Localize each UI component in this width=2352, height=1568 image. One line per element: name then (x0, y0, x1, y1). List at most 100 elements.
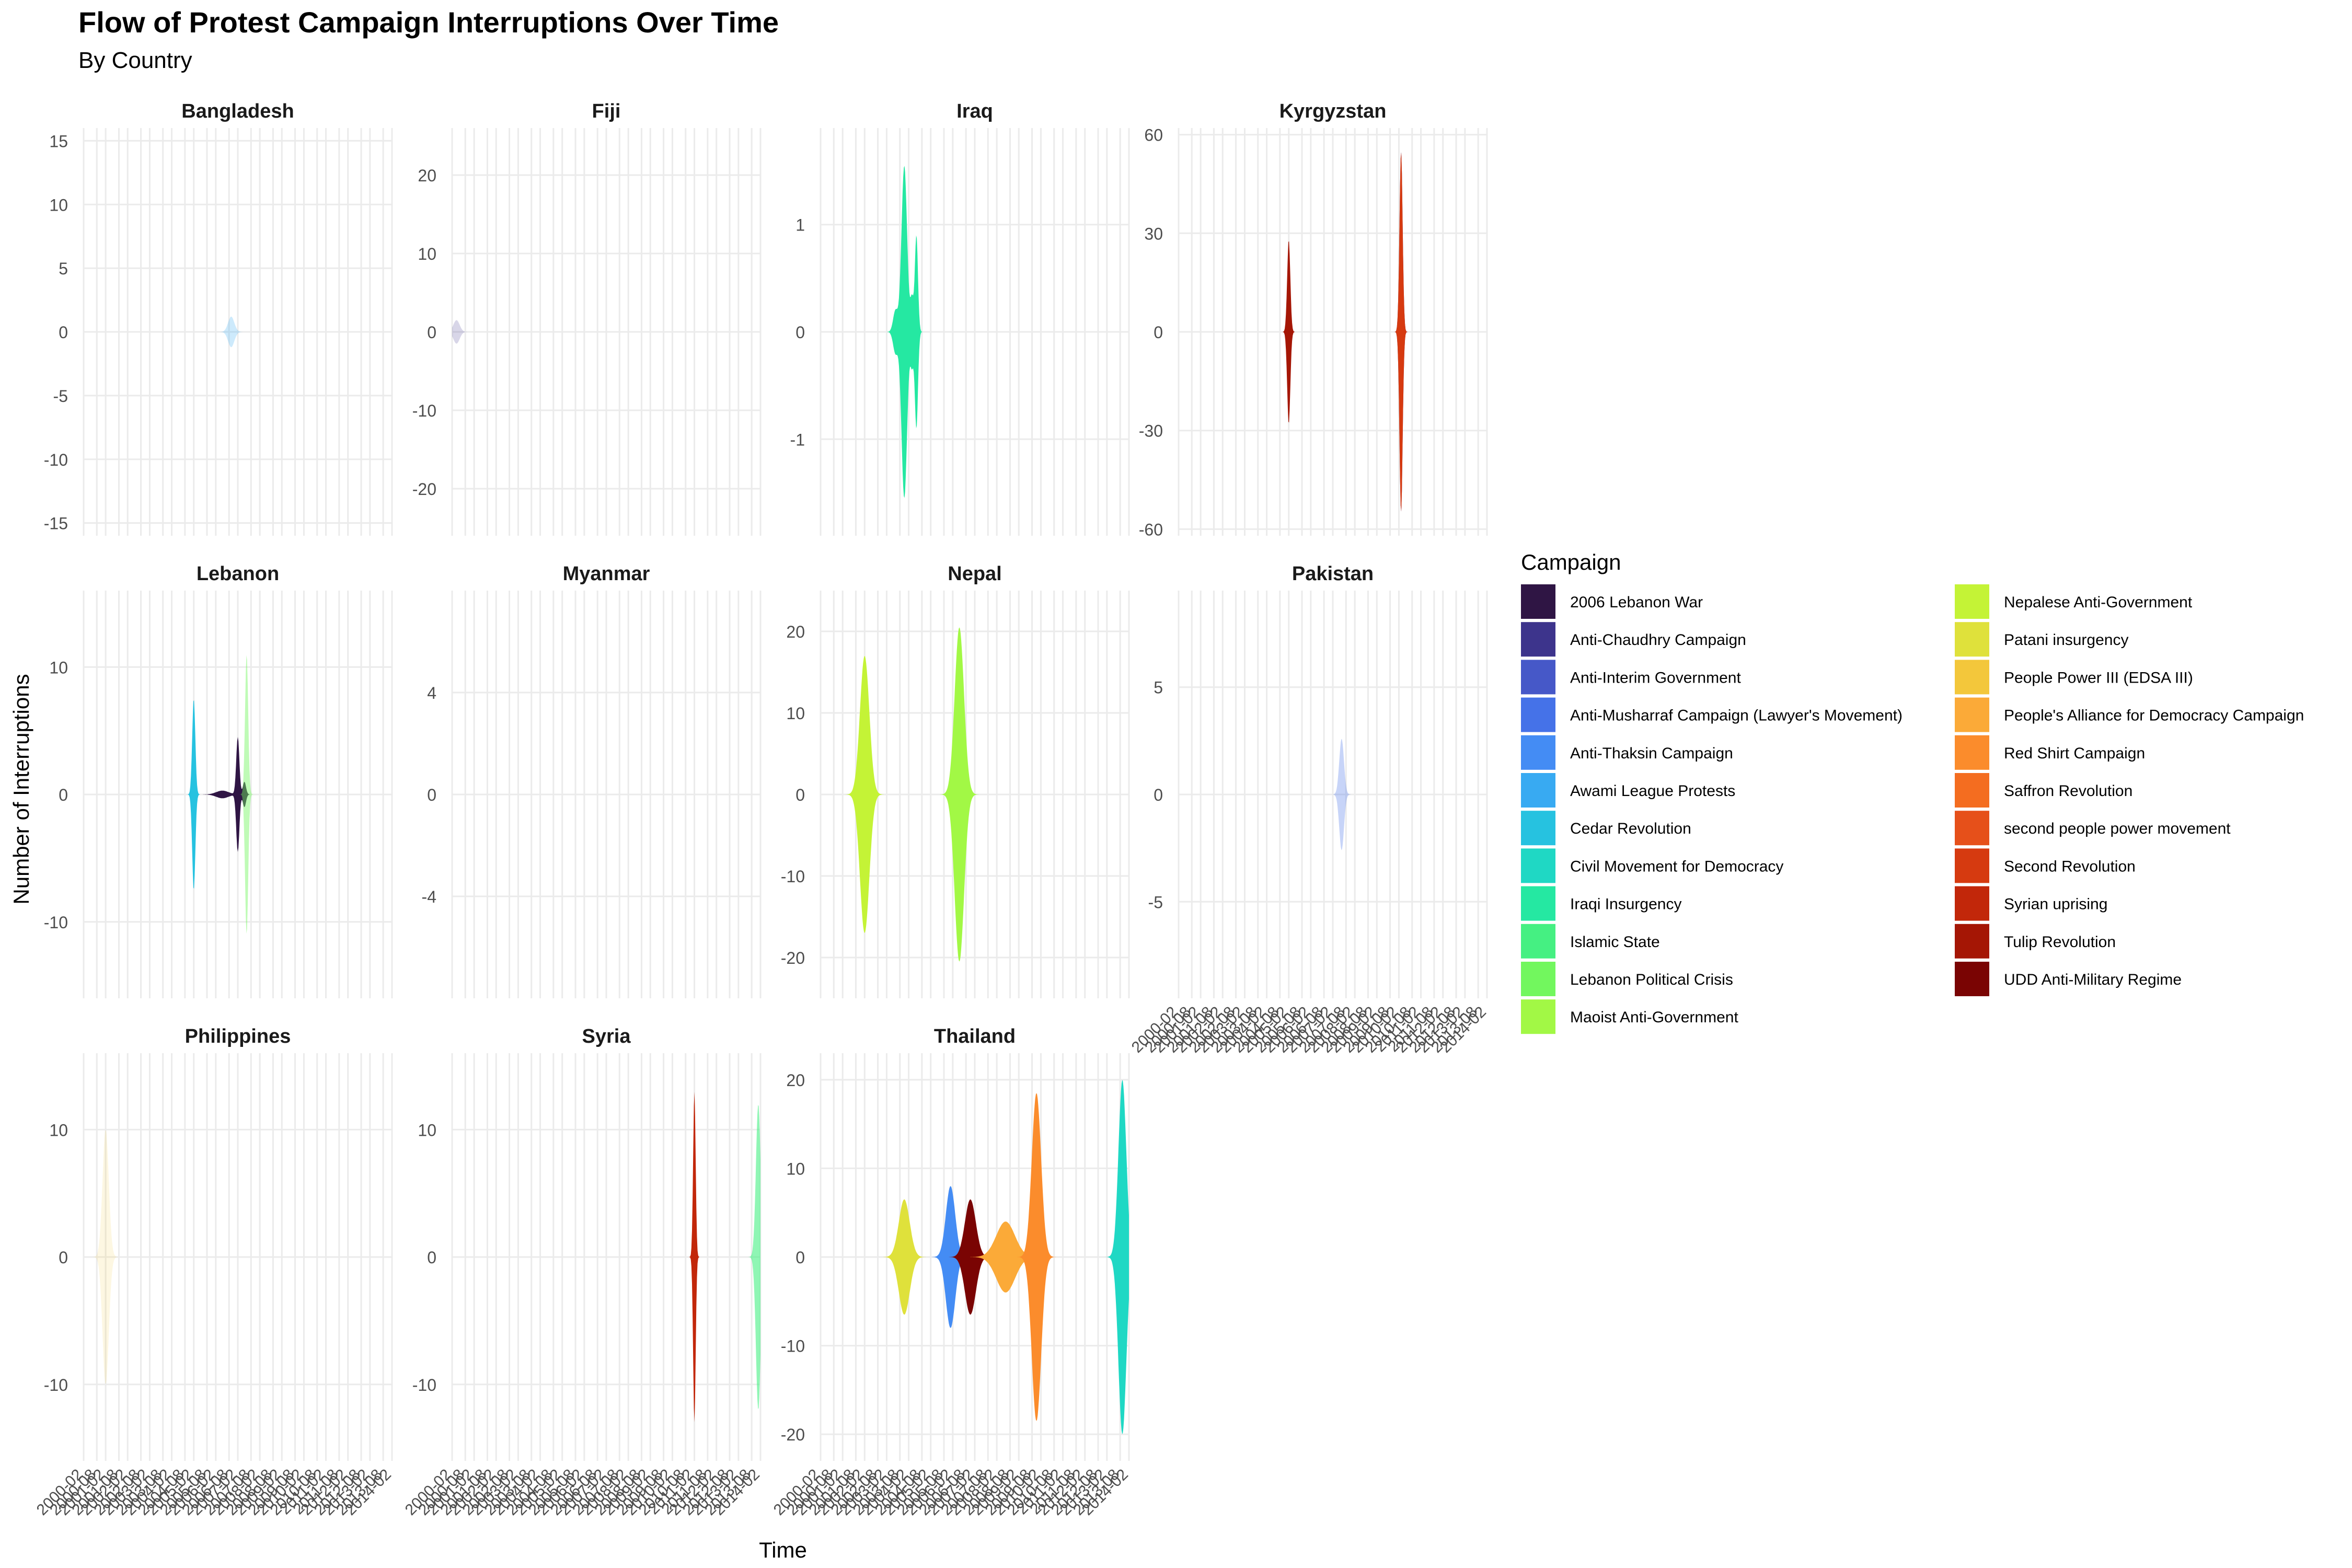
y-tick-label: 0 (59, 786, 68, 804)
y-tick-label: 10 (49, 195, 68, 214)
legend-label: Anti-Chaudhry Campaign (1570, 631, 1746, 649)
y-tick-label: -10 (44, 1376, 68, 1394)
legend-label: Saffron Revolution (2004, 782, 2132, 800)
legend-item-nepalese-anti-government: Nepalese Anti-Government (1955, 584, 2193, 619)
legend-key (1955, 660, 1989, 695)
y-tick-label: 0 (795, 1248, 805, 1267)
legend-item-anti-thaksin-campaign: Anti-Thaksin Campaign (1521, 735, 1733, 770)
panel-title: Kyrgyzstan (1279, 100, 1387, 122)
y-tick-label: -10 (781, 867, 805, 886)
legend-label: Anti-Thaksin Campaign (1570, 745, 1733, 762)
legend-item-awami-league-protests: Awami League Protests (1521, 773, 1735, 808)
legend-label: People Power III (EDSA III) (2004, 669, 2193, 686)
legend-item-anti-interim-government: Anti-Interim Government (1521, 660, 1741, 695)
y-tick-label: 0 (427, 1248, 436, 1267)
y-tick-label: 5 (59, 259, 68, 278)
y-axis-title: Number of Interruptions (9, 674, 33, 904)
legend-key (1955, 735, 1989, 770)
legend-label: UDD Anti-Military Regime (2004, 971, 2182, 988)
legend-item-iraqi-insurgency: Iraqi Insurgency (1521, 886, 1681, 921)
stream-2006-lebanon-war (84, 737, 392, 852)
y-tick-label: 1 (795, 216, 805, 235)
legend-key (1521, 886, 1555, 921)
legend-label: Syrian uprising (2004, 896, 2107, 913)
legend-item-udd-anti-military-regime: UDD Anti-Military Regime (1955, 962, 2182, 996)
y-tick-label: -1 (790, 430, 805, 449)
legend-key (1955, 848, 1989, 883)
legend-item-anti-musharraf-campaign-lawyer-s-movement: Anti-Musharraf Campaign (Lawyer's Moveme… (1521, 697, 1903, 732)
legend-label: second people power movement (2004, 820, 2231, 837)
y-tick-label: 20 (418, 166, 436, 185)
y-tick-label: -5 (53, 387, 68, 406)
legend-label: Nepalese Anti-Government (2004, 594, 2193, 611)
y-tick-label: 5 (1154, 678, 1163, 697)
y-tick-label: 20 (786, 1071, 805, 1090)
y-tick-label: -10 (412, 1376, 436, 1394)
panel-title: Bangladesh (181, 100, 294, 122)
y-tick-label: 0 (427, 323, 436, 342)
legend-label: Second Revolution (2004, 858, 2136, 875)
y-tick-label: 0 (1154, 786, 1163, 804)
legend-label: Civil Movement for Democracy (1570, 858, 1783, 875)
panel-fiji: Fiji -20 -10 0 10 20 (412, 100, 762, 536)
legend-item-tulip-revolution: Tulip Revolution (1955, 924, 2116, 959)
panel-iraq: Iraq -1 0 1 (790, 100, 1130, 536)
legend-item-2006-lebanon-war: 2006 Lebanon War (1521, 584, 1703, 619)
y-tick-label: -15 (44, 514, 68, 533)
legend-item-cedar-revolution: Cedar Revolution (1521, 811, 1691, 846)
legend-item-syrian-uprising: Syrian uprising (1955, 886, 2107, 921)
panel-pakistan: Pakistan-5052000-022000-082001-022001-08… (1128, 563, 1490, 1056)
legend-key (1955, 811, 1989, 846)
y-tick-label: -20 (781, 949, 805, 967)
y-tick-label: -20 (412, 480, 436, 499)
panel-title: Fiji (592, 100, 621, 122)
panel-title: Lebanon (197, 563, 279, 585)
panel-title: Philippines (185, 1025, 291, 1047)
y-tick-label: 0 (59, 1248, 68, 1267)
legend-key (1521, 773, 1555, 808)
y-tick-label: 20 (786, 622, 805, 641)
y-tick-label: 15 (49, 132, 68, 151)
legend-label: Lebanon Political Crisis (1570, 971, 1733, 988)
y-tick-label: -4 (422, 887, 436, 906)
panel-philippines: Philippines-100102000-022000-082001-0220… (33, 1025, 395, 1519)
legend-title: Campaign (1521, 550, 1621, 574)
legend-label: 2006 Lebanon War (1570, 594, 1703, 611)
legend-key (1521, 660, 1555, 695)
panel-title: Thailand (934, 1025, 1016, 1047)
y-tick-label: -5 (1148, 893, 1163, 912)
legend-key (1521, 622, 1555, 657)
legend-key (1521, 584, 1555, 619)
legend-key (1521, 735, 1555, 770)
legend-key (1955, 697, 1989, 732)
y-tick-label: 4 (427, 684, 436, 702)
stream-syrian-uprising (452, 1091, 760, 1423)
legend-label: Cedar Revolution (1570, 820, 1691, 837)
panel-bangladesh: Bangladesh -15 -10 -5 0 5 10 15 (44, 100, 393, 536)
y-tick-label: 10 (786, 1159, 805, 1178)
legend-key (1955, 962, 1989, 996)
panel-kyrgyzstan: Kyrgyzstan -60 -30 0 30 60 (1139, 100, 1488, 539)
legend-item-people-s-alliance-for-democracy-campaign: People's Alliance for Democracy Campaign (1955, 697, 2304, 732)
legend-label: Patani insurgency (2004, 631, 2128, 649)
y-tick-label: 10 (418, 245, 436, 263)
stream-maoist-anti-government (821, 627, 1129, 962)
chart-subtitle: By Country (78, 48, 192, 73)
panel-syria: Syria-100102000-022000-082001-022001-082… (402, 1025, 763, 1519)
legend-key (1521, 962, 1555, 996)
panel-lebanon: Lebanon -10 0 10 (44, 563, 393, 998)
legend-label: Iraqi Insurgency (1570, 896, 1681, 913)
facet-panels: Bangladesh-15-10-5051015Fiji-20-1001020I… (33, 100, 1490, 1519)
legend-item-anti-chaudhry-campaign: Anti-Chaudhry Campaign (1521, 622, 1746, 657)
y-tick-label: -60 (1139, 520, 1163, 539)
legend-key (1955, 886, 1989, 921)
y-tick-label: -10 (781, 1337, 805, 1356)
chart-title: Flow of Protest Campaign Interruptions O… (78, 6, 779, 39)
y-tick-label: -10 (412, 401, 436, 420)
panel-title: Pakistan (1292, 563, 1374, 585)
legend-item-civil-movement-for-democracy: Civil Movement for Democracy (1521, 848, 1783, 883)
panel-title: Iraq (956, 100, 993, 122)
legend-label: Tulip Revolution (2004, 933, 2116, 951)
y-tick-label: 30 (1144, 224, 1163, 243)
legend-label: Maoist Anti-Government (1570, 1009, 1738, 1026)
